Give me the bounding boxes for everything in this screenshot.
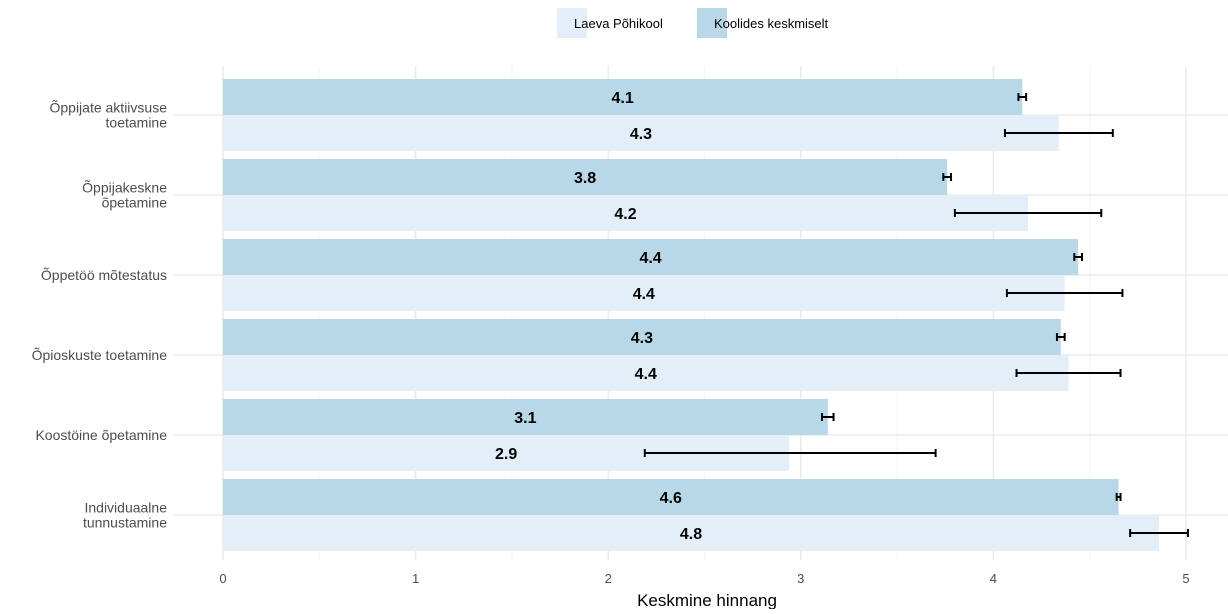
legend-item: Koolides keskmiselt — [697, 8, 829, 38]
error-bar-laeva-pohikool — [1003, 129, 1114, 137]
value-label-koolides-keskmiselt: 4.1 — [612, 90, 634, 107]
value-label-koolides-keskmiselt: 3.8 — [574, 170, 596, 187]
value-label-laeva-pohikool: 4.4 — [633, 286, 655, 303]
legend: Laeva Põhikool Koolides keskmiselt — [557, 8, 829, 38]
error-bar-koolides-keskmiselt — [1073, 253, 1083, 261]
category-label: Õppijate aktiivsuse toetamine — [49, 100, 167, 131]
value-label-laeva-pohikool: 4.3 — [630, 126, 652, 143]
bar-laeva-pohikool — [223, 115, 1059, 151]
value-label-koolides-keskmiselt: 4.4 — [639, 250, 661, 267]
error-bar-koolides-keskmiselt — [942, 173, 953, 181]
legend-label: Koolides keskmiselt — [714, 16, 829, 31]
bar-koolides-keskmiselt — [223, 159, 948, 195]
value-label-koolides-keskmiselt: 3.1 — [514, 410, 536, 427]
error-bar-koolides-keskmiselt — [1115, 493, 1122, 501]
x-axis-title: Keskmine hinnang — [637, 591, 777, 609]
bar-laeva-pohikool — [223, 355, 1069, 391]
value-label-laeva-pohikool: 4.8 — [680, 526, 702, 543]
x-tick-label: 4 — [990, 571, 997, 586]
error-bar-laeva-pohikool — [1005, 289, 1124, 297]
value-label-laeva-pohikool: 2.9 — [495, 446, 517, 463]
bar-koolides-keskmiselt — [223, 239, 1079, 275]
bar-koolides-keskmiselt — [223, 399, 828, 435]
category-label: Õppijakeskne õpetamine — [82, 180, 167, 211]
bars-layer — [223, 79, 1160, 551]
category-label: Individuaalne tunnustamine — [83, 500, 167, 531]
legend-label: Laeva Põhikool — [574, 16, 663, 31]
bar-laeva-pohikool — [223, 515, 1160, 551]
error-bar-koolides-keskmiselt — [820, 413, 835, 421]
bar-value-labels: 4.1 4.3 3.8 4.2 4.4 4.4 4.3 4.4 3.1 2.9 4.6 4.8 — [495, 90, 702, 543]
category-label: Koostöine õpetamine — [35, 427, 167, 443]
bar-koolides-keskmiselt — [223, 319, 1061, 355]
legend-item: Laeva Põhikool — [557, 8, 663, 38]
x-tick-label: 3 — [797, 571, 804, 586]
error-bars-layer — [643, 93, 1189, 537]
x-tick-label: 2 — [605, 571, 612, 586]
value-label-laeva-pohikool: 4.2 — [614, 206, 636, 223]
error-bar-laeva-pohikool — [953, 209, 1103, 217]
x-tick-label: 0 — [219, 571, 226, 586]
x-tick-label: 5 — [1182, 571, 1189, 586]
legend-swatch — [697, 8, 727, 38]
bar-koolides-keskmiselt — [223, 79, 1023, 115]
value-label-koolides-keskmiselt: 4.3 — [631, 330, 653, 347]
bar-koolides-keskmiselt — [223, 479, 1119, 515]
error-bar-laeva-pohikool — [1129, 529, 1189, 537]
category-label: Õppetöö mõtestatus — [41, 267, 167, 283]
x-axis-tick-labels: 0 1 2 3 4 5 — [219, 571, 1189, 586]
value-label-koolides-keskmiselt: 4.6 — [660, 490, 682, 507]
category-label: Õpioskuste toetamine — [32, 347, 168, 363]
y-axis-labels: Õppijate aktiivsuse toetamine Õppijakeskne… — [32, 100, 168, 531]
error-bar-laeva-pohikool — [643, 449, 937, 457]
bar-laeva-pohikool — [223, 195, 1029, 231]
x-tick-label: 1 — [412, 571, 419, 586]
error-bar-koolides-keskmiselt — [1017, 93, 1028, 101]
legend-swatch — [557, 8, 587, 38]
error-bar-koolides-keskmiselt — [1055, 333, 1066, 341]
value-label-laeva-pohikool: 4.4 — [635, 366, 657, 383]
bar-laeva-pohikool — [223, 275, 1065, 311]
error-bar-laeva-pohikool — [1015, 369, 1122, 377]
